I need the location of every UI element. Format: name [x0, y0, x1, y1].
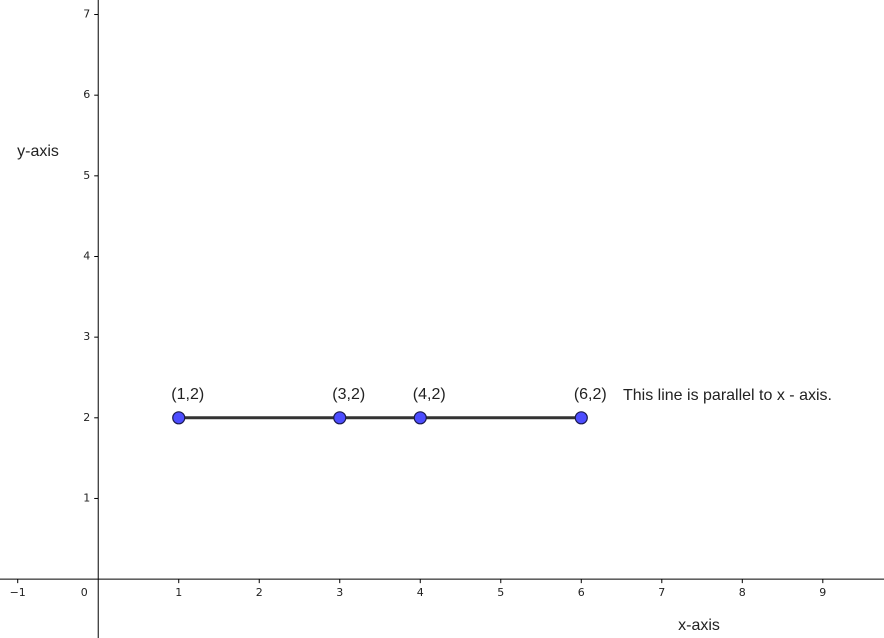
x-tick-label: 7: [658, 586, 665, 599]
point-label: (4,2): [413, 386, 446, 403]
x-tick-label: 8: [739, 586, 746, 599]
y-axis-label: y-axis: [17, 143, 59, 160]
x-tick-label: 1: [175, 586, 182, 599]
y-tick-label: 1: [83, 491, 90, 504]
x-tick-label: 2: [256, 586, 263, 599]
x-tick-label: 5: [497, 586, 504, 599]
point-label: (6,2): [574, 386, 607, 403]
x-tick-label: 4: [417, 586, 424, 599]
y-tick-label: 3: [83, 330, 90, 343]
y-tick-label: 2: [83, 411, 90, 424]
x-tick-label: 3: [336, 586, 343, 599]
annotation: This line is parallel to x - axis.: [623, 387, 832, 404]
x-tick-label: 6: [578, 586, 585, 599]
y-tick-label: 5: [83, 169, 90, 182]
y-tick-label: 4: [83, 249, 90, 262]
y-tick-label: 7: [83, 8, 90, 21]
point-label: (3,2): [332, 386, 365, 403]
point: [333, 411, 347, 425]
point: [172, 411, 186, 425]
y-tick-label: 6: [83, 88, 90, 101]
x-tick-label: 0: [81, 586, 88, 599]
x-tick-label: 9: [819, 586, 826, 599]
x-tick-label: −1: [10, 586, 26, 599]
x-axis-label: x-axis: [678, 617, 720, 634]
point-label: (1,2): [171, 386, 204, 403]
point: [413, 411, 427, 425]
point: [574, 411, 588, 425]
